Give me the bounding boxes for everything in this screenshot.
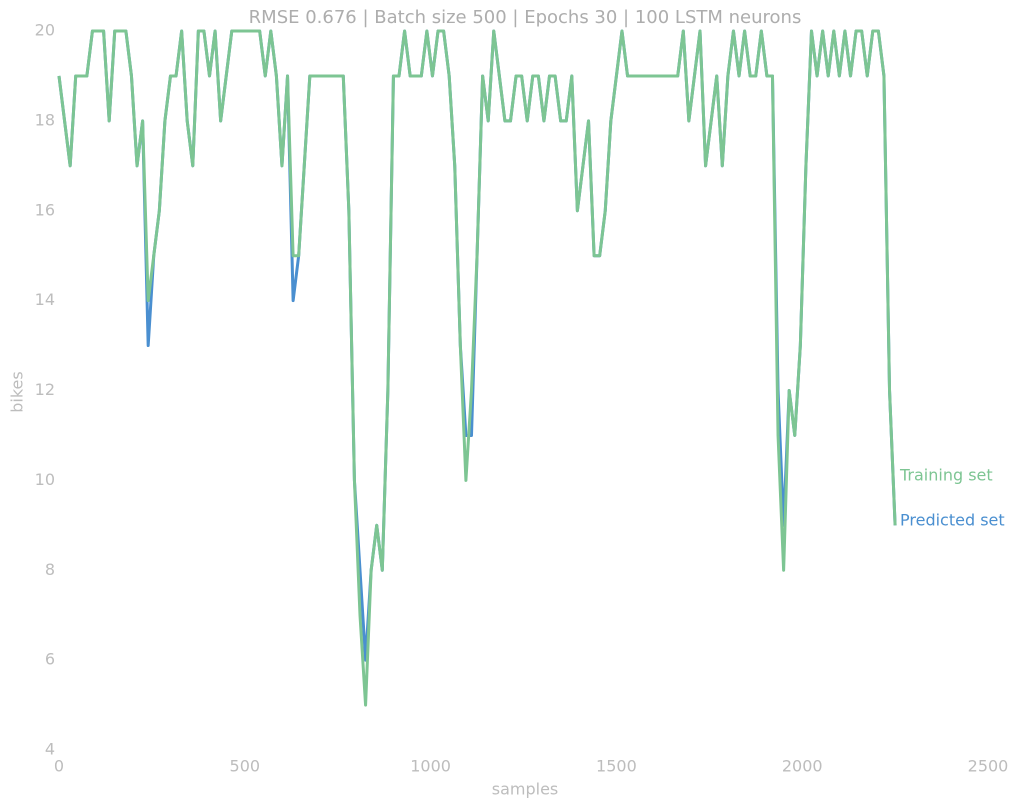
legend-label: Predicted set — [900, 511, 1005, 530]
x-tick-label: 500 — [230, 757, 261, 776]
y-tick-label: 20 — [35, 21, 55, 40]
y-tick-label: 18 — [35, 110, 55, 129]
y-tick-label: 4 — [45, 740, 55, 759]
y-tick-label: 16 — [35, 200, 55, 219]
y-tick-label: 14 — [35, 290, 55, 309]
legend-label: Training set — [899, 466, 993, 485]
y-tick-label: 8 — [45, 560, 55, 579]
chart-title: RMSE 0.676 | Batch size 500 | Epochs 30 … — [249, 7, 802, 28]
x-tick-label: 1500 — [596, 757, 637, 776]
x-tick-label: 2000 — [782, 757, 823, 776]
x-tick-label: 0 — [54, 757, 64, 776]
y-tick-label: 10 — [35, 470, 55, 489]
x-axis-label: samples — [492, 780, 559, 799]
y-axis-label: bikes — [8, 371, 27, 412]
x-tick-label: 1000 — [410, 757, 451, 776]
y-tick-label: 12 — [35, 380, 55, 399]
data-line — [57, 29, 897, 707]
data-line — [57, 29, 897, 662]
x-tick-label: 2500 — [968, 757, 1009, 776]
y-tick-label: 6 — [45, 650, 55, 669]
